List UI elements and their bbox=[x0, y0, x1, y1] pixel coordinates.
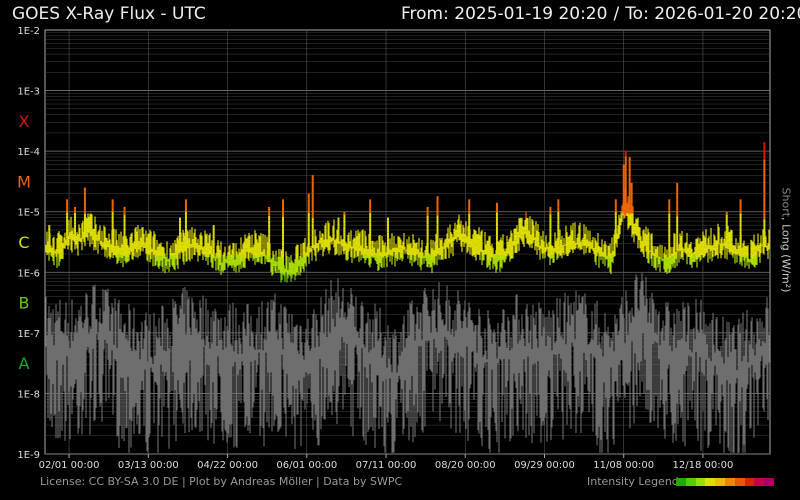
y-tick-label: 1E-5 bbox=[17, 208, 40, 219]
legend-swatch bbox=[685, 478, 696, 486]
x-tick-label: 06/01 00:00 bbox=[276, 460, 337, 471]
y-axis-label-long: Long (W/m²) bbox=[779, 224, 793, 293]
legend-swatch bbox=[754, 478, 765, 486]
y-tick-label: 1E-6 bbox=[17, 268, 40, 279]
to-date: To: 2026-01-20 20:20 bbox=[625, 4, 800, 24]
long-flux-series bbox=[45, 142, 770, 283]
flare-class-label: A bbox=[19, 354, 30, 373]
range-separator: / bbox=[613, 4, 620, 24]
x-tick-label: 12/18 00:00 bbox=[673, 460, 734, 471]
credits: License: CC BY-SA 3.0 DE | Plot by Andre… bbox=[40, 475, 403, 488]
y-tick-label: 1E-3 bbox=[17, 87, 40, 98]
y-tick-label: 1E-4 bbox=[17, 147, 40, 158]
flare-class-label: M bbox=[17, 172, 31, 191]
chart-title: GOES X-Ray Flux - UTC bbox=[12, 4, 206, 24]
x-tick-label: 08/20 00:00 bbox=[435, 460, 496, 471]
legend-swatch bbox=[764, 478, 774, 486]
legend-swatch bbox=[734, 478, 745, 486]
intensity-legend-label: Intensity Legend bbox=[587, 475, 679, 488]
legend-swatch bbox=[724, 478, 735, 486]
y-axis-label-short: Short bbox=[779, 187, 793, 218]
x-tick-label: 11/08 00:00 bbox=[593, 460, 654, 471]
date-range: From: 2025-01-19 20:20/To: 2026-01-20 20… bbox=[401, 4, 800, 24]
short-flux-series bbox=[45, 273, 770, 453]
flare-class-label: X bbox=[19, 112, 30, 131]
intensity-legend bbox=[676, 478, 774, 486]
y-axis-label: Short, Long (W/m²) bbox=[779, 187, 793, 293]
x-tick-label: 03/13 00:00 bbox=[118, 460, 179, 471]
y-tick-label: 1E-8 bbox=[17, 389, 40, 400]
y-tick-label: 1E-9 bbox=[17, 450, 40, 461]
legend-swatch bbox=[676, 478, 686, 486]
x-axis-ticks: 02/01 00:00 03/13 00:00 04/22 00:00 06/01 0… bbox=[39, 454, 734, 471]
from-date: From: 2025-01-19 20:20 bbox=[401, 4, 608, 24]
x-tick-label: 09/29 00:00 bbox=[514, 460, 575, 471]
y-tick-label: 1E-7 bbox=[17, 329, 40, 340]
y-axis-ticks: 1E-9 1E-8 1E-7 1E-6 1E-5 1E-4 1E-3 1E-2 bbox=[17, 26, 40, 461]
x-tick-label: 04/22 00:00 bbox=[197, 460, 258, 471]
legend-swatch bbox=[744, 478, 755, 486]
flare-class-labels: A B C M X bbox=[17, 112, 31, 373]
y-tick-label: 1E-2 bbox=[17, 26, 40, 37]
flare-class-label: C bbox=[18, 233, 29, 252]
legend-swatch bbox=[715, 478, 725, 486]
x-tick-label: 02/01 00:00 bbox=[39, 460, 100, 471]
legend-swatch bbox=[695, 478, 706, 486]
x-tick-label: 07/11 00:00 bbox=[356, 460, 417, 471]
legend-swatch bbox=[705, 478, 716, 486]
flare-class-label: B bbox=[19, 294, 30, 313]
